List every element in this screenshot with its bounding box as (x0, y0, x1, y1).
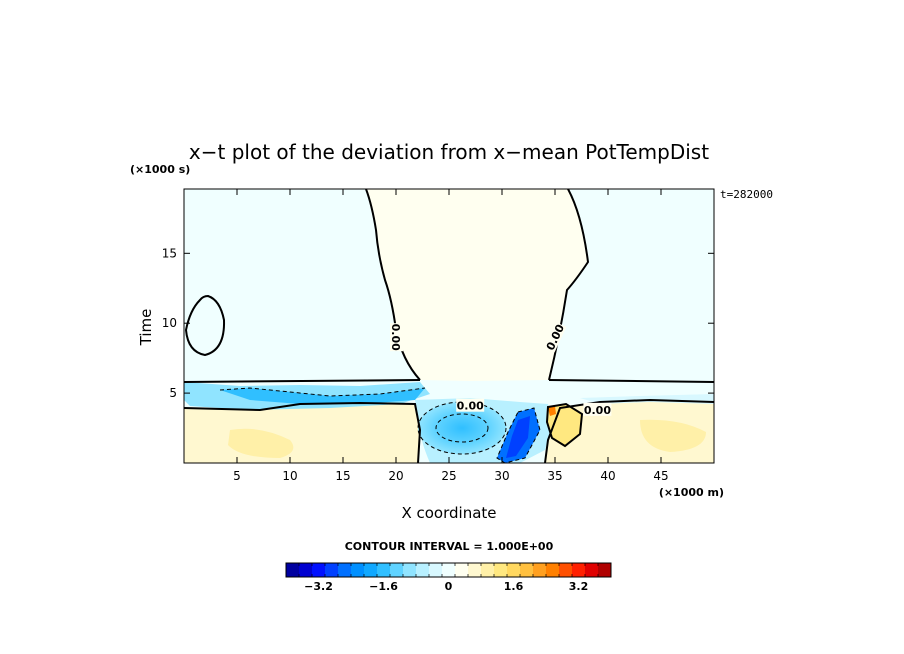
hot-spot (548, 406, 556, 416)
yellow-patch (228, 428, 294, 458)
contour-cold-layer (219, 387, 426, 397)
colorbar-frame (285, 562, 612, 578)
y-tick-label: 10 (162, 316, 177, 330)
colorbar-swatch (312, 563, 326, 577)
contour-label-text: 0.00 (457, 400, 484, 413)
contour-small-loop (184, 294, 226, 357)
colorbar-tick-label: −3.2 (304, 580, 333, 593)
colorbar-swatch (390, 563, 404, 577)
y-axis-unit: (×1000 s) (130, 163, 190, 176)
colorbar-swatch (442, 563, 456, 577)
contour-interval-label: CONTOUR INTERVAL = 1.000E+00 (345, 540, 554, 553)
timestamp-label: t=282000 (720, 188, 773, 201)
colorbar-tick-label: 3.2 (569, 580, 589, 593)
contour-right-lower (544, 398, 714, 463)
x-tick-label: 10 (282, 469, 297, 483)
x-tick-label: 40 (600, 469, 615, 483)
contour-label-text: 0.00 (389, 324, 402, 351)
colorbar-swatch (299, 563, 313, 577)
x-tick-label: 5 (233, 469, 241, 483)
contour-warm-spot (545, 402, 584, 448)
contour-label-background (456, 398, 485, 412)
x-tick-label: 25 (441, 469, 456, 483)
vortex-cold-core (418, 402, 506, 454)
colorbar-swatch (351, 563, 365, 577)
colorbar-swatch (507, 563, 521, 577)
negative-contours (219, 387, 541, 463)
x-axis-unit: (×1000 m) (659, 486, 724, 499)
colorbar-tick-label: 1.6 (504, 580, 524, 593)
contour-layer-top (184, 379, 714, 383)
y-tick-group: 5 10 15 (162, 246, 714, 400)
cold-layer-dark (220, 388, 425, 404)
colorbar-swatch (585, 563, 599, 577)
colorbar-swatch (286, 563, 300, 577)
colorbar-swatch (377, 563, 391, 577)
contour-label: 0.00 (456, 398, 485, 413)
x-axis-label: X coordinate (401, 504, 496, 522)
strongest-cold-core (506, 416, 530, 458)
colorbar-swatch (481, 563, 495, 577)
lower-warm-region (184, 403, 420, 463)
contour-label-text: 0.00 (584, 404, 611, 417)
colorbar-swatch (468, 563, 482, 577)
y-axis-label: Time (137, 309, 155, 347)
colorbar-swatch (559, 563, 573, 577)
colorbar-swatch (325, 563, 339, 577)
contour-label-background (542, 321, 567, 353)
contour-label-background (583, 402, 612, 416)
x-tick-label: 20 (388, 469, 403, 483)
x-tick-group: 5 10 15 20 25 30 35 40 45 (233, 189, 669, 483)
colorbar-swatch (598, 563, 612, 577)
contour-label: 0.00 (389, 323, 403, 352)
y-tick-label: 15 (162, 246, 177, 260)
x-tick-label: 30 (494, 469, 509, 483)
contour-vortex-outer (417, 401, 507, 455)
colorbar-swatch (429, 563, 443, 577)
colorbar-swatch (520, 563, 534, 577)
x-tick-label: 15 (335, 469, 350, 483)
contour-lower-warm (184, 401, 422, 463)
colorbar: −3.2 −1.6 0 1.6 3.2 (285, 562, 612, 593)
colorbar-swatch (546, 563, 560, 577)
warm-spot (547, 404, 582, 446)
warm-band-region (366, 189, 588, 381)
colorbar-tick-label: 0 (445, 580, 453, 593)
x-tick-label: 45 (653, 469, 668, 483)
colorbar-tick-label: −1.6 (369, 580, 398, 593)
colorbar-swatch (338, 563, 352, 577)
field-regions (184, 189, 714, 463)
yellow-patch-right (640, 419, 706, 452)
colorbar-swatch (572, 563, 586, 577)
colorbar-swatch (416, 563, 430, 577)
chart-title: x−t plot of the deviation from x−mean Po… (189, 140, 709, 164)
y-tick-label: 5 (169, 386, 177, 400)
colorbar-swatch (533, 563, 547, 577)
x-tick-label: 35 (547, 469, 562, 483)
colorbar-swatch (403, 563, 417, 577)
colorbar-swatch (364, 563, 378, 577)
contour-label: 0.00 (583, 402, 612, 417)
colorbar-swatch (494, 563, 508, 577)
contour-label-background (390, 323, 403, 352)
contour-vortex-inner (435, 413, 489, 443)
colorbar-swatch (455, 563, 469, 577)
